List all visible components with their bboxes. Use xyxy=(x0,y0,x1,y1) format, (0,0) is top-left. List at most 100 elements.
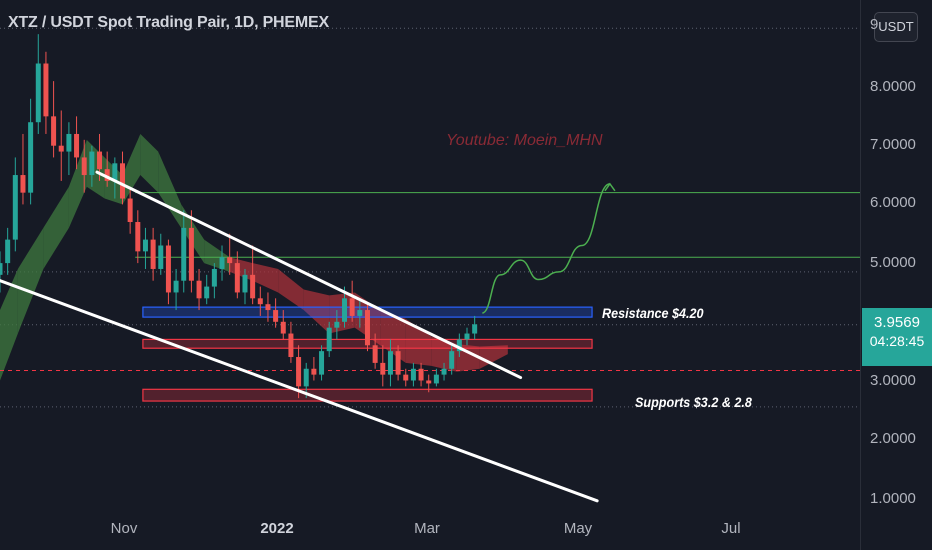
candle-body xyxy=(472,324,478,334)
candle-body xyxy=(20,175,26,193)
cloud-bearish-segment xyxy=(380,310,406,363)
candle-body xyxy=(280,321,286,334)
candle-body xyxy=(410,368,416,381)
candle-body xyxy=(380,362,386,375)
candle-body xyxy=(58,145,64,152)
candle-body xyxy=(273,310,279,322)
candle-body xyxy=(5,239,11,264)
candle-body xyxy=(211,268,217,287)
candle-body xyxy=(441,368,447,375)
candle-body xyxy=(51,116,57,146)
candle-body xyxy=(158,245,164,269)
candle-body xyxy=(150,239,156,269)
candle-body xyxy=(433,374,439,384)
candle-body xyxy=(181,227,187,281)
candle-body xyxy=(395,351,401,375)
candle-body xyxy=(112,163,118,181)
y-tick-2: 2.0000 xyxy=(870,430,916,447)
candle-body xyxy=(326,327,332,352)
price-chart[interactable] xyxy=(0,0,860,550)
y-tick-3: 3.0000 xyxy=(870,372,916,389)
candle-body xyxy=(288,333,294,358)
cloud-bullish-segment xyxy=(204,239,230,272)
currency-button[interactable]: USDT xyxy=(874,12,918,42)
cloud-bearish-segment xyxy=(229,257,253,281)
candle-body xyxy=(142,239,148,252)
candle-body xyxy=(296,357,302,387)
cloud-bullish-segment xyxy=(158,151,182,228)
y-tick-9: 9 xyxy=(870,16,879,33)
cloud-bearish-segment xyxy=(405,318,432,366)
candle-body xyxy=(426,380,432,384)
candle-body xyxy=(257,298,263,305)
cloud-bearish-segment xyxy=(479,345,508,369)
candle-body xyxy=(188,227,194,281)
cloud-bullish-segment xyxy=(122,133,141,205)
cloud-bearish-segment xyxy=(252,263,279,293)
watermark-text: Youtube: Moein_MHN xyxy=(446,132,603,149)
projection-path xyxy=(481,183,611,314)
candle-body xyxy=(456,339,462,352)
channel-lower-line xyxy=(0,279,599,503)
candle-body xyxy=(104,169,110,181)
price-axis[interactable] xyxy=(860,0,932,550)
y-tick-1: 1.0000 xyxy=(870,490,916,507)
candle-body xyxy=(227,257,233,264)
candle-body xyxy=(81,157,87,176)
candle-body xyxy=(119,163,125,199)
candle-body xyxy=(418,368,424,381)
chart-title: XTZ / USDT Spot Trading Pair, 1D, PHEMEX xyxy=(8,14,329,31)
candle-body xyxy=(449,351,455,369)
candle-body xyxy=(43,63,49,117)
current-price-tag: 3.9569 04:28:45 xyxy=(862,308,932,366)
candle-body xyxy=(0,263,3,275)
candle-body xyxy=(127,198,133,223)
candle-body xyxy=(464,333,470,340)
cloud-bearish-segment xyxy=(278,268,304,311)
cloud-bearish-segment xyxy=(303,289,330,334)
candle-body xyxy=(349,298,355,316)
candle-body xyxy=(303,368,309,387)
candle-body xyxy=(364,310,370,346)
candle-body xyxy=(28,122,34,193)
candle-body xyxy=(234,263,240,293)
candle-body xyxy=(250,274,256,299)
candle-body xyxy=(173,280,179,293)
supports-label: Supports $3.2 & 2.8 xyxy=(635,394,752,410)
current-price: 3.9569 xyxy=(874,314,920,331)
x-tick-jul: Jul xyxy=(721,520,741,537)
candle-body xyxy=(196,280,202,299)
candle-body xyxy=(74,133,80,158)
y-tick-7: 7.0000 xyxy=(870,136,916,153)
candle-body xyxy=(334,321,340,328)
candle-body xyxy=(135,222,141,252)
candle-countdown: 04:28:45 xyxy=(869,333,925,349)
candle-body xyxy=(242,274,248,293)
candle-body xyxy=(66,133,72,152)
candle-body xyxy=(35,63,41,123)
channel-upper-line xyxy=(95,170,523,380)
candle-body xyxy=(12,175,18,240)
candle-body xyxy=(97,151,103,170)
candle-body xyxy=(219,257,225,269)
candle-body xyxy=(403,374,409,381)
candle-body xyxy=(319,351,325,375)
candle-body xyxy=(311,368,317,375)
candle-body xyxy=(165,245,171,293)
candle-body xyxy=(372,345,378,363)
x-tick-nov: Nov xyxy=(110,520,138,537)
cloud-bullish-segment xyxy=(140,133,159,193)
x-tick-may: May xyxy=(563,520,593,537)
cloud-bullish-segment xyxy=(17,227,44,334)
candle-body xyxy=(387,351,393,375)
projection-arrowhead xyxy=(604,182,616,192)
candle-body xyxy=(342,298,348,322)
y-tick-6: 6.0000 xyxy=(870,194,916,211)
y-tick-8: 8.0000 xyxy=(870,78,916,95)
candle-body xyxy=(357,310,363,316)
resistance-label: Resistance $4.20 xyxy=(602,305,704,321)
support-zone xyxy=(142,388,593,402)
candle-body xyxy=(89,151,95,176)
x-tick-mar: Mar xyxy=(414,520,440,537)
